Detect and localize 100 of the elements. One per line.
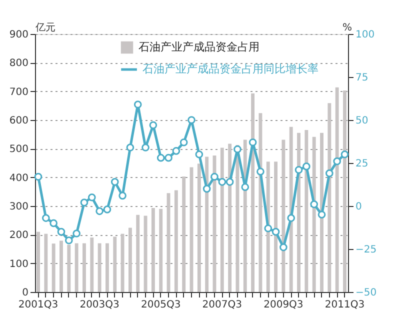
point: [210, 172, 218, 181]
point: [118, 192, 126, 200]
bar: [36, 232, 40, 292]
y-tick-label: 300: [9, 202, 28, 212]
point: [326, 169, 334, 178]
point: [156, 154, 165, 162]
bar: [128, 228, 132, 292]
x-tick-label: 2003Q3: [80, 300, 120, 310]
bar: [74, 243, 78, 292]
point: [294, 166, 303, 174]
point: [340, 150, 349, 158]
y-tick-label: 100: [9, 258, 28, 270]
y-tick-label: 200: [9, 230, 28, 242]
x-tick-label: 2001Q3: [18, 300, 58, 310]
bar: [274, 162, 278, 292]
point: [218, 178, 226, 186]
bar: [328, 103, 332, 292]
bar: [304, 130, 308, 292]
bar: [44, 234, 48, 292]
bar: [236, 144, 240, 292]
point: [34, 172, 42, 181]
point: [272, 228, 280, 236]
y2-tick-label: 50: [356, 116, 368, 126]
point: [287, 214, 296, 222]
point: [110, 178, 119, 186]
bar: [297, 132, 300, 292]
bar: [205, 156, 209, 292]
y-tick-label: 500: [9, 144, 28, 156]
point: [234, 145, 242, 154]
point: [333, 157, 341, 166]
bar: [243, 140, 247, 292]
y2-tick-label: 75: [356, 72, 368, 84]
bar: [159, 208, 163, 292]
point: [318, 210, 326, 219]
y-tick-label: 900: [9, 30, 28, 40]
y-axis-title: 亿元: [34, 22, 56, 34]
point: [50, 219, 58, 228]
x-tick-label: 2011Q3: [324, 300, 365, 310]
bar: [182, 176, 186, 292]
point: [57, 228, 66, 236]
x-tick-label: 2007Q3: [202, 300, 242, 310]
bar: [52, 244, 56, 292]
bar: [136, 214, 140, 292]
bar: [251, 93, 255, 292]
bar: [289, 126, 293, 292]
y2-tick-label: 25: [356, 158, 368, 170]
legend-label: 石油产业产成品资金占用同比增长率: [142, 62, 319, 76]
point: [280, 243, 288, 252]
bar: [335, 87, 339, 292]
point: [42, 214, 50, 222]
bar: [312, 136, 316, 292]
point: [226, 178, 234, 186]
point: [302, 162, 310, 170]
bar: [320, 132, 324, 292]
bar: [105, 243, 109, 292]
y2-tick-label: −50: [356, 288, 377, 298]
point: [180, 138, 188, 146]
bar: [197, 164, 201, 292]
bar: [282, 140, 286, 292]
bar: [151, 208, 155, 292]
y-tick-label: 600: [9, 116, 28, 126]
point: [164, 154, 172, 162]
point: [195, 150, 204, 158]
bar: [90, 238, 94, 292]
bar: [98, 243, 102, 292]
bar: [82, 243, 86, 292]
y-tick-label: 400: [9, 172, 28, 184]
bar: [258, 113, 262, 292]
point: [80, 198, 88, 206]
bar: [228, 144, 232, 292]
bar: [144, 216, 148, 292]
point: [64, 236, 73, 244]
point: [241, 183, 250, 191]
point: [142, 144, 150, 152]
x-tick-label: 2005Q3: [141, 300, 181, 310]
point: [72, 230, 80, 238]
y2-axis-title: %: [342, 22, 352, 34]
x-tick-label: 2009Q3: [264, 300, 304, 310]
point: [264, 224, 272, 232]
bar: [67, 244, 71, 292]
bar: [60, 240, 63, 292]
point: [310, 200, 318, 208]
y2-tick-label: −25: [356, 244, 377, 256]
point: [172, 147, 180, 155]
y-tick-label: 0: [22, 288, 28, 298]
point: [103, 206, 112, 214]
y2-tick-label: 0: [356, 202, 362, 212]
point: [248, 138, 257, 146]
bar: [113, 236, 117, 292]
point: [256, 168, 264, 176]
bar: [343, 90, 346, 292]
legend-label: 石油产业产成品资金占用: [138, 40, 260, 54]
y-tick-label: 800: [9, 58, 28, 70]
y2-tick-label: 100: [356, 30, 375, 40]
point: [126, 144, 134, 152]
bar: [120, 234, 124, 292]
y-tick-label: 700: [9, 86, 28, 98]
point: [188, 116, 196, 124]
bar: [174, 190, 178, 292]
bar: [220, 148, 224, 292]
